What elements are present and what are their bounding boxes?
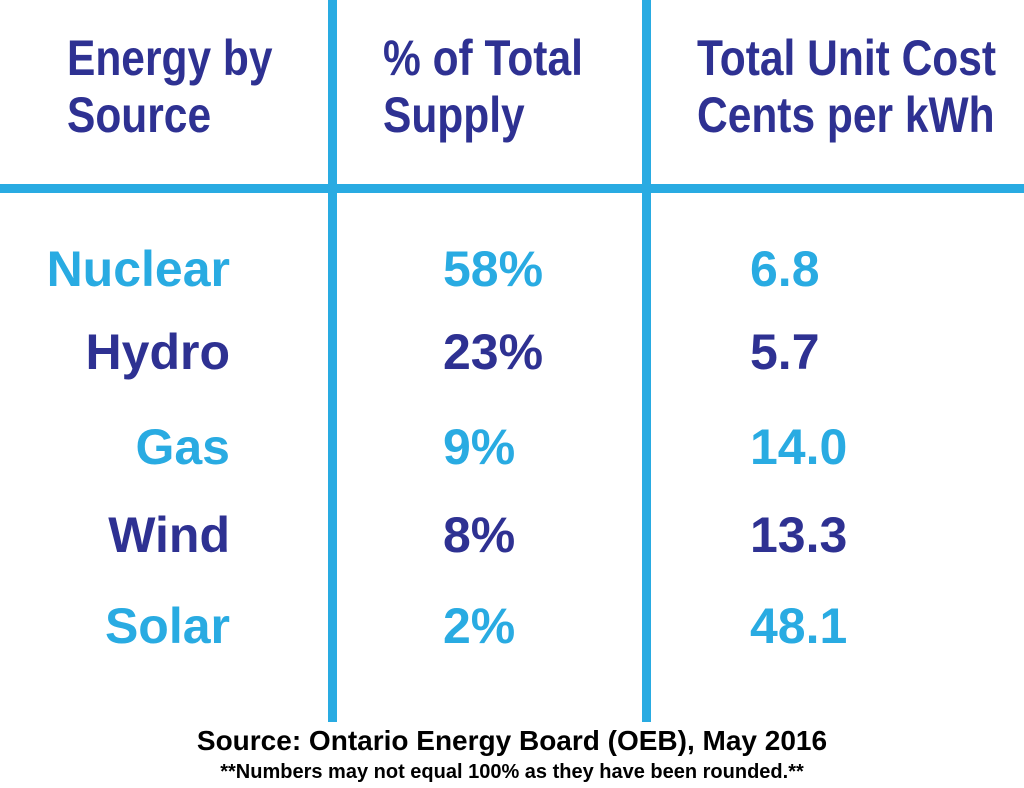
source-label: Nuclear: [46, 241, 230, 297]
column-header-line: Total Unit Cost: [697, 30, 997, 86]
column-header-energy-by-source: Energy by Source: [67, 30, 272, 144]
column-header-line: Cents per kWh: [697, 87, 995, 143]
source-label: Wind: [108, 507, 230, 563]
unit-cost-value: 5.7: [750, 324, 820, 380]
supply-percent-value: 8%: [443, 507, 516, 563]
source-label: Solar: [104, 598, 230, 654]
source-label: Gas: [135, 419, 230, 475]
column-header-line: Energy by: [67, 30, 273, 86]
column-header-line: % of Total: [383, 30, 583, 86]
supply-percent-value: 23%: [443, 324, 544, 380]
unit-cost-value: 14.0: [750, 419, 848, 475]
table-row-nuclear: Nuclear 58% 6.8: [0, 238, 1024, 300]
source-label: Hydro: [85, 324, 230, 380]
column-header-total-unit-cost: Total Unit Cost Cents per kWh: [697, 30, 996, 144]
table-row-hydro: Hydro 23% 5.7: [0, 321, 1024, 383]
supply-percent-value: 9%: [443, 419, 516, 475]
header-row-divider: [0, 184, 1024, 193]
unit-cost-value: 13.3: [750, 507, 848, 563]
rounding-footnote: **Numbers may not equal 100% as they hav…: [220, 761, 804, 783]
supply-percent-value: 58%: [443, 241, 544, 297]
unit-cost-value: 48.1: [750, 598, 848, 654]
table-row-wind: Wind 8% 13.3: [0, 504, 1024, 566]
column-divider-1: [328, 0, 337, 722]
supply-percent-value: 2%: [443, 598, 516, 654]
unit-cost-value: 6.8: [750, 241, 820, 297]
column-header-percent-of-total-supply: % of Total Supply: [383, 30, 583, 144]
column-header-line: Source: [67, 87, 212, 143]
column-divider-2: [642, 0, 651, 722]
table-row-gas: Gas 9% 14.0: [0, 416, 1024, 478]
source-attribution: Source: Ontario Energy Board (OEB), May …: [196, 725, 828, 756]
table-row-solar: Solar 2% 48.1: [0, 595, 1024, 657]
column-header-line: Supply: [383, 87, 525, 143]
